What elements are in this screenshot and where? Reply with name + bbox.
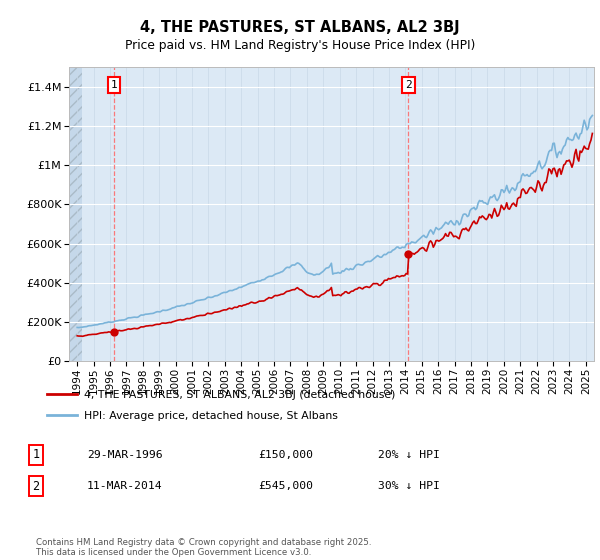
Text: 1: 1 — [110, 80, 117, 90]
Text: £545,000: £545,000 — [258, 481, 313, 491]
Text: 2: 2 — [405, 80, 412, 90]
Text: HPI: Average price, detached house, St Albans: HPI: Average price, detached house, St A… — [83, 411, 337, 421]
Text: 30% ↓ HPI: 30% ↓ HPI — [378, 481, 440, 491]
Text: £150,000: £150,000 — [258, 450, 313, 460]
Text: Price paid vs. HM Land Registry's House Price Index (HPI): Price paid vs. HM Land Registry's House … — [125, 39, 475, 52]
Text: 4, THE PASTURES, ST ALBANS, AL2 3BJ: 4, THE PASTURES, ST ALBANS, AL2 3BJ — [140, 20, 460, 35]
Polygon shape — [69, 67, 82, 361]
Text: 20% ↓ HPI: 20% ↓ HPI — [378, 450, 440, 460]
Text: 2: 2 — [32, 479, 40, 493]
Text: 4, THE PASTURES, ST ALBANS, AL2 3BJ (detached house): 4, THE PASTURES, ST ALBANS, AL2 3BJ (det… — [83, 390, 395, 400]
Text: Contains HM Land Registry data © Crown copyright and database right 2025.
This d: Contains HM Land Registry data © Crown c… — [36, 538, 371, 557]
Text: 11-MAR-2014: 11-MAR-2014 — [87, 481, 163, 491]
Text: 1: 1 — [32, 448, 40, 461]
Text: 29-MAR-1996: 29-MAR-1996 — [87, 450, 163, 460]
